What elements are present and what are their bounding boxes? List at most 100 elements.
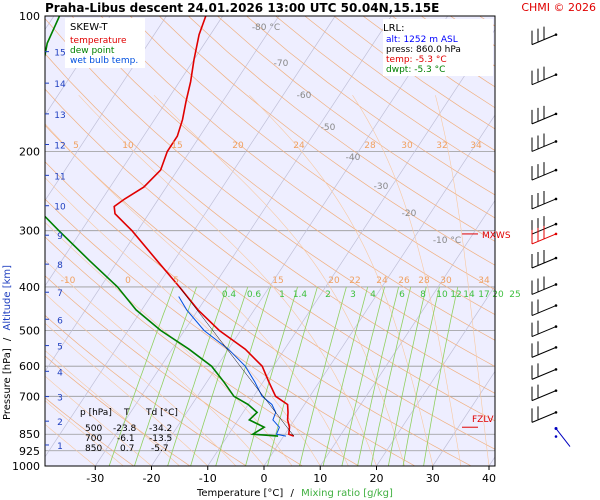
isotherm-line (319, 199, 495, 466)
chart-header-title: Praha-Libus descent 24.01.2026 13:00 UTC… (45, 1, 439, 15)
wind-barb-base (554, 283, 558, 286)
mixing-ratio-line (215, 286, 271, 466)
wind-barb (531, 26, 558, 46)
pressure-tick-label: 700 (19, 390, 40, 403)
pressure-tick-label: 600 (19, 360, 40, 373)
wind-barb-base (554, 256, 558, 260)
moist-adiabat-line (45, 350, 180, 466)
wind-barb-base (554, 304, 558, 307)
theta-label: -70 (274, 59, 289, 69)
isotherm-label: 20 (328, 276, 340, 286)
pressure-tick-label: 200 (19, 145, 40, 158)
wind-barb (531, 162, 558, 181)
wind-barb-base (554, 112, 558, 116)
mixing-ratio-line (245, 286, 298, 466)
legend-title: SKEW-T (70, 22, 108, 33)
mixing-ratio-label: 17 (478, 290, 489, 300)
altitude-tick-label: 9 (57, 232, 63, 242)
wind-barb (531, 276, 558, 295)
table-cell: -34.2 (149, 424, 172, 434)
moist-adiabat-line (45, 375, 152, 466)
sounding-table: p [hPa] T Td [°C] 500 -23.8 -34.2 700 -6… (80, 408, 178, 454)
pressure-tick-label: 925 (19, 445, 40, 458)
series-line-dew-point (45, 16, 279, 437)
isotherm-line (151, 16, 448, 466)
mixing-ratio-label: 2 (325, 290, 331, 300)
dry-adiabat-line (509, 16, 600, 466)
mixing-ratio-line (388, 286, 427, 466)
moist-adiabat-line (45, 322, 209, 466)
moist-adiabat-line (78, 94, 377, 466)
x-axis-label: Temperature [°C] / Mixing ratio [g/kg] (196, 488, 393, 499)
isotherm-line (45, 16, 111, 116)
wind-barb-shaft (531, 368, 557, 380)
mixing-ratio-label: 1 (279, 290, 285, 300)
wind-barb (531, 190, 558, 210)
isotherm-line (45, 16, 280, 373)
isotherm-label: 34 (478, 276, 490, 286)
altitude-tick-label: 13 (54, 111, 65, 121)
x-axis-label-mixing: Mixing ratio [g/kg] (301, 488, 393, 499)
parcel-line (179, 286, 295, 437)
mixing-ratio-label: 12 (450, 290, 461, 300)
table-header-p: p [hPa] (80, 408, 112, 418)
pressure-tick-label: 400 (19, 281, 40, 294)
pressure-tick-label: 1000 (12, 460, 40, 473)
mixing-ratio-label: 14 (463, 290, 475, 300)
isotherm-label: 0 (125, 276, 131, 286)
theta-label: -20 (402, 209, 417, 219)
table-cell: 700 (85, 434, 102, 444)
isotherm-label: 5 (73, 141, 79, 151)
copyright-label: CHMI © 2026 (521, 1, 596, 14)
dry-adiabat-line (45, 124, 495, 450)
dry-adiabat-line (45, 314, 247, 466)
wind-barb (531, 216, 558, 235)
dry-adiabat-line (538, 16, 600, 466)
isotherm-line (207, 28, 495, 466)
wind-barb-base (554, 368, 558, 371)
dry-adiabat-line (45, 236, 359, 466)
x-tick-label: 20 (370, 472, 384, 485)
wind-barb-base (554, 197, 558, 201)
isotherm-label: 15 (272, 276, 283, 286)
lrl-alt: alt: 1252 m ASL (386, 35, 458, 45)
mixing-ratio-line (108, 286, 174, 466)
table-header-t: T (123, 408, 130, 418)
mixing-ratio-line (402, 286, 440, 466)
isotherm-label: 20 (232, 141, 244, 151)
y-axis-label: Pressure [hPa] / Altitude [km] (2, 265, 13, 420)
plot-background (45, 16, 495, 466)
y-axis-label-altitude: Altitude [km] (2, 265, 13, 331)
wind-barb-base (554, 411, 558, 414)
altitude-tick-label: 11 (54, 172, 65, 182)
isotherm-label: 28 (364, 141, 376, 151)
lrl-press: press: 860.0 hPa (386, 45, 461, 55)
lrl-title: LRL: (383, 23, 404, 34)
wind-barb-shaft (531, 326, 557, 338)
x-axis-label-sep: / (291, 488, 295, 499)
isotherm-label: -10 (61, 276, 76, 286)
altitude-tick-label: 5 (57, 343, 63, 353)
isotherm-line (545, 16, 600, 466)
wind-barb-base (554, 73, 558, 76)
isotherm-line (45, 16, 223, 287)
isotherm-line (263, 114, 495, 466)
isotherm-line (45, 16, 336, 458)
dry-adiabat-line (45, 198, 416, 466)
wind-barb-base (554, 168, 558, 172)
wind-barb (531, 225, 558, 245)
isotherm-label: 22 (349, 276, 360, 286)
altitude-tick-label: 2 (57, 418, 63, 428)
altitude-tick-label: 6 (57, 316, 63, 326)
series-line-wet-bulb-temp (178, 296, 286, 437)
x-tick-label: 30 (426, 472, 440, 485)
moist-adiabat-line (45, 123, 349, 466)
legend-item-wetbulb: wet bulb temp. (70, 56, 138, 66)
wind-barb (531, 105, 558, 125)
wind-barb (531, 320, 558, 338)
table-cell: -23.8 (113, 424, 137, 434)
lrl-box (383, 19, 493, 76)
fzlv-label: FZLV (472, 415, 494, 425)
isotherm-label: 15 (171, 141, 182, 151)
dry-adiabat-line (45, 355, 191, 466)
